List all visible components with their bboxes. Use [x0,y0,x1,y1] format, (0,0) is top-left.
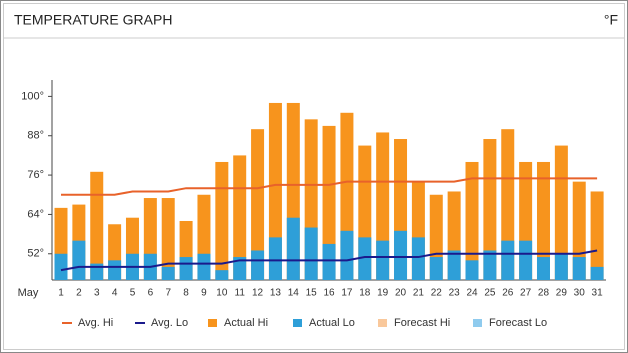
bar [483,139,497,280]
bar [322,243,336,280]
bar [536,257,550,280]
x-tick-label: 8 [183,288,189,299]
bar [268,237,282,280]
x-tick-label: 23 [449,288,461,299]
bar [536,161,550,280]
bar [590,266,604,280]
x-tick-label: 3 [94,288,100,299]
bar [322,125,336,280]
bar [304,227,318,280]
inner-frame [3,3,625,350]
bar [501,240,515,280]
x-tick-label: 16 [323,288,335,299]
x-tick-label: 11 [235,288,246,299]
legend-label[interactable]: Forecast Lo [489,317,547,329]
bar [108,260,122,280]
bar [268,102,282,280]
bar [251,129,265,280]
x-tick-label: 1 [58,288,64,299]
chart-title: TEMPERATURE GRAPH [14,12,172,28]
line [60,249,598,272]
x-tick-label: 14 [288,288,300,299]
x-tick-label: 4 [112,288,118,299]
legend-label[interactable]: Forecast Hi [394,317,450,329]
bar [54,253,68,280]
x-tick-label: 29 [556,288,568,299]
bar [340,230,354,280]
bar [554,253,568,280]
x-tick-label: 28 [538,288,550,299]
y-tick-label: 52° [27,248,44,260]
legend-marker [208,319,217,327]
x-tick-label: 15 [306,288,318,299]
unit-label: °F [604,12,618,28]
x-tick-label: 20 [395,288,407,299]
x-tick-label: 27 [520,288,532,299]
bar [179,257,193,280]
bar [465,260,479,280]
bar [233,155,247,280]
x-tick-label: 21 [413,288,425,299]
x-tick-label: 30 [574,288,586,299]
x-tick-label: 17 [341,288,353,299]
x-tick-label: 25 [484,288,496,299]
line [61,177,598,196]
bar [161,266,175,280]
x-tick-label: 31 [592,288,604,299]
bar [376,240,390,280]
bar [358,237,372,280]
y-tick-label: 88° [27,130,44,142]
y-tick-label: 100° [21,90,44,102]
bar [572,181,586,280]
bar [590,191,604,280]
bar [90,171,104,280]
x-tick-label: 10 [216,288,228,299]
x-tick-label: 6 [148,288,154,299]
legend-marker [293,319,302,327]
bar [447,250,461,280]
x-axis-label: May [18,287,39,299]
legend-label[interactable]: Actual Lo [309,317,355,329]
legend-marker [473,319,482,327]
bar [411,237,425,280]
bar [483,250,497,280]
bar [251,250,265,280]
bar [233,257,247,280]
bar [286,217,300,280]
x-tick-label: 18 [359,288,371,299]
y-tick-label: 64° [27,208,44,220]
bar [197,253,211,280]
bar [394,230,408,280]
x-tick-label: 12 [252,288,264,299]
legend-label[interactable]: Avg. Lo [151,317,188,329]
bar [519,240,533,280]
legend-label[interactable]: Avg. Hi [78,317,113,329]
x-tick-label: 26 [502,288,514,299]
x-tick-label: 2 [76,288,82,299]
bar [465,161,479,280]
x-tick-label: 7 [165,288,171,299]
x-tick-label: 5 [130,288,136,299]
x-tick-label: 22 [431,288,443,299]
y-tick-label: 76° [27,169,44,181]
bar [572,257,586,280]
bar [429,257,443,280]
bar [215,270,229,280]
legend-label[interactable]: Actual Hi [224,317,268,329]
legend-marker [378,319,387,327]
x-tick-label: 19 [377,288,389,299]
bar [161,198,175,280]
x-tick-label: 24 [466,288,478,299]
bar [72,240,86,280]
x-tick-label: 9 [201,288,207,299]
x-tick-label: 13 [270,288,282,299]
bar [215,161,229,280]
